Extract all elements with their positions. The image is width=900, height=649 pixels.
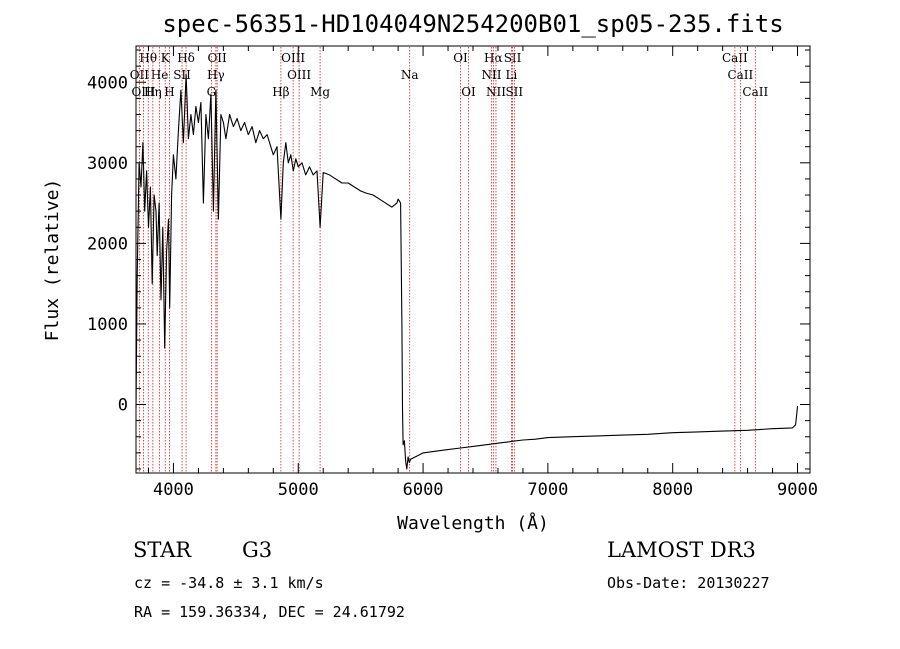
y-axis-label: Flux (relative) xyxy=(42,179,63,342)
plot-frame xyxy=(135,45,811,474)
x-tick-label: 6000 xyxy=(403,480,444,500)
spectral-line-label: NII xyxy=(486,85,506,99)
x-tick-label: 9000 xyxy=(777,480,818,500)
spectral-line-label: CaII xyxy=(722,51,748,65)
x-tick-label: 7000 xyxy=(527,480,568,500)
spectral-line-label: OIII xyxy=(287,68,311,82)
object-subclass-label: G3 xyxy=(242,538,273,562)
spectral-line-label: H xyxy=(164,85,174,99)
spectral-line-label: SII xyxy=(504,51,522,65)
spectral-line-label: OIII xyxy=(131,85,155,99)
x-axis-label: Wavelength (Å) xyxy=(397,512,549,534)
spectral-line-label: K xyxy=(161,51,171,65)
spectral-line-label: Hθ xyxy=(139,51,157,65)
spectral-line-label: NII xyxy=(481,68,501,82)
spectral-line-label: Li xyxy=(506,68,518,82)
y-tick-label: 2000 xyxy=(87,234,128,254)
spectral-line-label: OI xyxy=(461,85,476,99)
obs-date-text: Obs-Date: 20130227 xyxy=(607,574,770,592)
spectral-line-label: Hα xyxy=(484,51,503,65)
coordinates-text: RA = 159.36334, DEC = 24.61792 xyxy=(134,603,405,621)
x-tick-label: 4000 xyxy=(153,480,194,500)
y-tick-label: 4000 xyxy=(87,73,128,93)
spectral-line-label: SII xyxy=(505,85,523,99)
spectral-line-label: Hβ xyxy=(272,85,289,99)
spectral-line-label: Hη xyxy=(144,85,162,99)
spectral-line-label: CaII xyxy=(727,68,753,82)
spectral-line-label: OII xyxy=(207,51,227,65)
spectral-line-label: OIII xyxy=(281,51,305,65)
flux-series-line xyxy=(135,73,799,470)
x-tick-label: 8000 xyxy=(652,480,693,500)
axis-ticks: 4000 5000 6000 7000 8000 9000 0 1000 2000 3000 400… xyxy=(87,46,818,500)
spectral-line-label: OI xyxy=(453,51,468,65)
series-group xyxy=(135,73,799,470)
spectral-line-label: He xyxy=(151,68,169,82)
spectral-line-label: Mg xyxy=(310,85,330,99)
spectral-line-label: Na xyxy=(401,68,419,82)
spectral-line-label: Hγ xyxy=(207,68,225,82)
spectral-line-label: CaII xyxy=(742,85,768,99)
spectral-line-label: SII xyxy=(173,68,191,82)
x-tick-label: 5000 xyxy=(278,480,319,500)
spectral-line-label: G xyxy=(207,85,217,99)
y-tick-label: 3000 xyxy=(87,154,128,174)
redshift-text: cz = -34.8 ± 3.1 km/s xyxy=(134,574,324,592)
object-class-label: STAR xyxy=(133,538,192,562)
spectral-line-label: OII xyxy=(130,68,150,82)
y-tick-label: 0 xyxy=(118,396,128,416)
chart-title: spec-56351-HD104049N254200B01_sp05-235.f… xyxy=(162,10,783,38)
spectral-line-label: Hδ xyxy=(177,51,195,65)
y-tick-label: 1000 xyxy=(87,315,128,335)
survey-label: LAMOST DR3 xyxy=(607,538,756,562)
